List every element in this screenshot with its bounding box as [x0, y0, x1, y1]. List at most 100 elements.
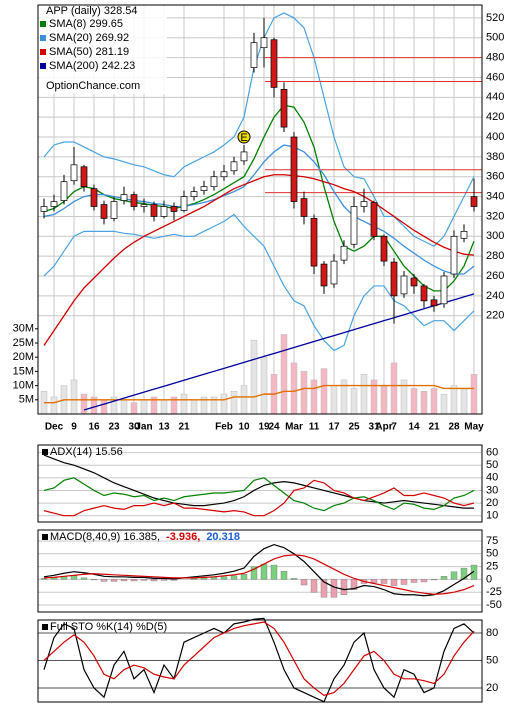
- histogram-bar: [250, 566, 258, 580]
- x-tick-label: 19: [258, 422, 270, 433]
- y-tick-label: 420: [486, 111, 504, 123]
- volume-bar: [250, 339, 258, 415]
- sma-line: [43, 174, 475, 346]
- x-tick-label: Jan: [135, 422, 152, 433]
- y-tick-label: 10: [486, 510, 498, 522]
- legend-swatch: [42, 624, 48, 630]
- indicator-line: [43, 477, 475, 512]
- candle-body: [150, 204, 158, 217]
- volume-bar: [420, 391, 428, 415]
- y-tick-label: 480: [486, 52, 504, 64]
- y-tick-label: 80: [486, 627, 498, 639]
- y-tick-label: -25: [486, 586, 502, 598]
- legend-swatch: [40, 35, 46, 41]
- candle-body: [330, 260, 338, 285]
- histogram-bar: [370, 579, 378, 583]
- histogram-bar: [420, 579, 428, 583]
- candle-body: [80, 166, 88, 188]
- x-tick-label: 11: [309, 422, 320, 433]
- histogram-bar: [70, 575, 78, 580]
- volume-bar: [470, 373, 478, 415]
- x-tick-label: 25: [348, 422, 360, 433]
- legend-label: SMA(20) 269.92: [49, 32, 129, 44]
- y-tick-label: 20: [486, 682, 498, 694]
- histogram-bar: [240, 574, 248, 580]
- volume-bar: [360, 373, 368, 415]
- y-tick-label: 60: [486, 446, 498, 458]
- histogram-bar: [140, 579, 148, 581]
- legend-swatch: [40, 21, 46, 27]
- legend-swatch: [40, 63, 46, 69]
- y-tick-label: 520: [486, 12, 504, 24]
- sma-line: [43, 104, 475, 292]
- candle-body: [290, 136, 298, 202]
- candle-body: [190, 191, 198, 197]
- histogram-bar: [190, 578, 198, 580]
- histogram-bar: [300, 579, 308, 586]
- y2-tick-label: 10M: [13, 380, 34, 392]
- volume-bar: [460, 388, 468, 415]
- candle-body: [420, 285, 428, 302]
- y-tick-label: 75: [486, 535, 498, 547]
- volume-bar: [330, 385, 338, 415]
- histogram-bar: [170, 579, 178, 581]
- panel-border: [37, 4, 483, 415]
- candle-body: [310, 218, 318, 267]
- histogram-bar: [130, 579, 138, 582]
- legend-swatch: [42, 534, 48, 540]
- candle-body: [380, 235, 388, 262]
- candle-body: [250, 42, 258, 68]
- histogram-bar: [430, 579, 438, 581]
- candle-body: [390, 261, 398, 297]
- candle-body: [50, 201, 58, 207]
- candle-body: [130, 194, 138, 207]
- histogram-bar: [320, 579, 328, 598]
- legend-swatch: [42, 449, 48, 455]
- source-label: OptionChance.com: [46, 80, 140, 92]
- volume-bar: [300, 371, 308, 415]
- candle-body: [370, 202, 378, 237]
- legend-background: [39, 6, 167, 94]
- candle-body: [430, 299, 438, 307]
- candle-body: [340, 245, 348, 261]
- x-tick-label: 14: [408, 422, 420, 433]
- candle-body: [220, 171, 228, 178]
- x-tick-label: 30: [128, 422, 140, 433]
- volume-bar: [380, 385, 388, 415]
- histogram-bar: [310, 579, 318, 593]
- legend-label: -3.936,: [166, 531, 200, 543]
- candle-body: [230, 161, 238, 172]
- x-tick-label: 9: [71, 422, 77, 433]
- x-tick-label: 23: [108, 422, 120, 433]
- y-tick-label: 340: [486, 191, 504, 203]
- histogram-bar: [440, 576, 448, 580]
- indicator-line: [43, 554, 475, 595]
- volume-bar: [290, 362, 298, 415]
- candle-body: [440, 275, 448, 305]
- candle-body: [140, 204, 148, 207]
- upper-band: [43, 12, 475, 247]
- histogram-bar: [410, 579, 418, 583]
- y2-tick-label: 25M: [13, 337, 34, 349]
- candle-body: [460, 230, 468, 239]
- x-tick-label: 7: [391, 422, 397, 433]
- histogram-bar: [120, 579, 128, 582]
- histogram-bar: [220, 576, 228, 580]
- volume-bar: [180, 393, 188, 415]
- volume-bar: [450, 385, 458, 415]
- volume-bar: [260, 356, 268, 415]
- y2-tick-label: 20M: [13, 351, 34, 363]
- volume-bar: [430, 388, 438, 415]
- candle-body: [170, 206, 178, 212]
- y-tick-label: 50: [486, 548, 498, 560]
- histogram-bar: [280, 571, 288, 580]
- y-tick-label: 260: [486, 270, 504, 282]
- candle-body: [300, 198, 308, 217]
- y-tick-label: 320: [486, 210, 504, 222]
- candle-body: [360, 201, 368, 207]
- volume-bar: [50, 396, 58, 415]
- candle-body: [210, 176, 218, 188]
- histogram-bar: [260, 563, 268, 580]
- volume-bar: [140, 399, 148, 415]
